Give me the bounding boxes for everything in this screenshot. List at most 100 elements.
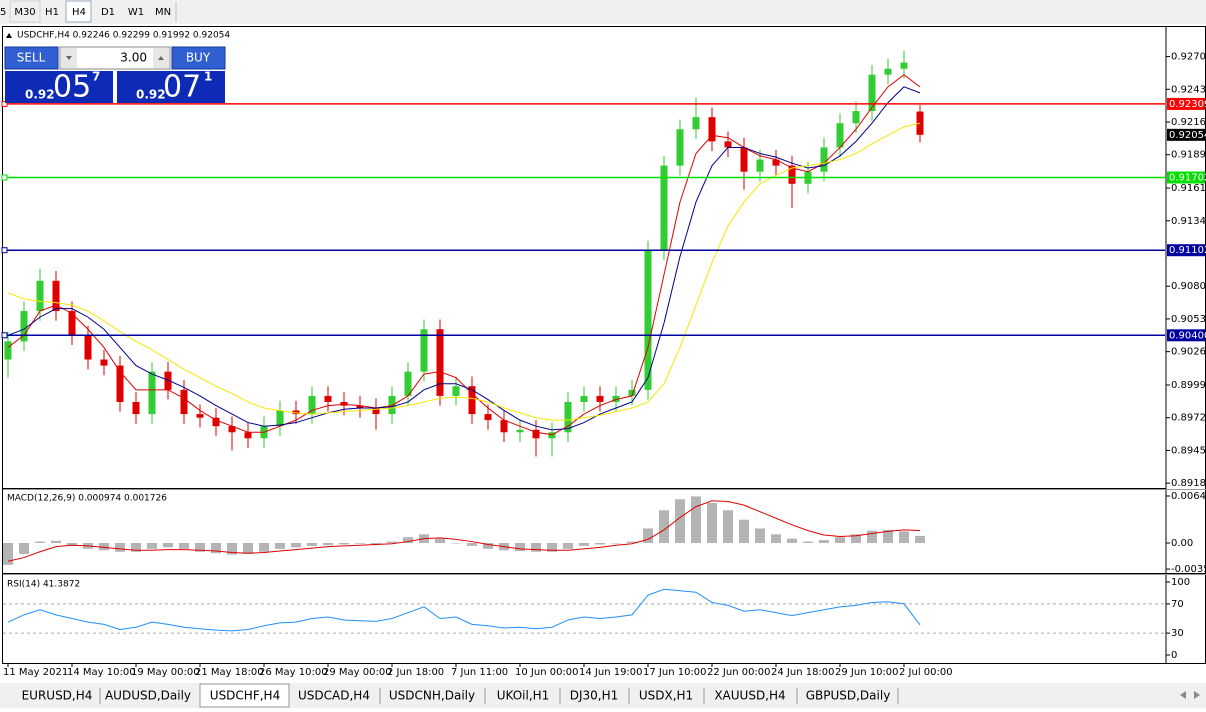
ask-prefix: 0.92 xyxy=(136,88,166,102)
toolbar xyxy=(0,0,1206,24)
volume-field[interactable] xyxy=(59,46,171,70)
buy-button[interactable] xyxy=(171,46,226,70)
bid-small: 7 xyxy=(92,70,100,84)
tab[interactable]: GBPUSD,Daily xyxy=(806,689,891,703)
macd-histogram-bar xyxy=(563,543,573,549)
scroll-left[interactable] xyxy=(1180,691,1186,699)
macd-histogram-bar xyxy=(163,543,173,548)
sell-button[interactable] xyxy=(4,46,59,70)
macd-histogram-bar xyxy=(307,543,317,546)
candle-body xyxy=(628,389,636,396)
tab[interactable]: EURUSD,H4 xyxy=(22,689,93,703)
macd-histogram-bar xyxy=(403,537,413,544)
candle-body xyxy=(516,429,524,433)
arrow-up xyxy=(158,56,164,60)
candle-body xyxy=(708,117,716,142)
timeframe-button[interactable]: H4 xyxy=(72,7,86,18)
candle-body xyxy=(692,117,700,130)
x-tick-label: 19 May 00:00 xyxy=(131,667,200,678)
timeframe-bar: 5 M30 H1 H4 D1 W1 MN xyxy=(0,0,177,23)
macd-histogram-bar xyxy=(179,543,189,549)
chart-title: USDCHF,H4 0.92246 0.92299 0.91992 0.9205… xyxy=(17,31,230,41)
y-tick-label: -0.00358 xyxy=(1171,564,1206,575)
button-active xyxy=(65,0,92,23)
rsi-line xyxy=(7,588,921,632)
candle-body xyxy=(4,341,12,360)
macd-histogram-bar xyxy=(659,510,669,544)
candle-body xyxy=(580,395,588,402)
macd-histogram-bar xyxy=(883,529,893,544)
x-tick-label: 14 May 10:00 xyxy=(67,667,136,678)
candle-body xyxy=(724,141,732,148)
moving-average xyxy=(7,122,921,421)
candle-body xyxy=(148,371,156,415)
macd-histogram-bar xyxy=(211,543,221,554)
y-tick-label: 0.90535 xyxy=(1171,314,1206,325)
y-tick-label: 0 xyxy=(1171,650,1177,661)
macd-histogram-bar xyxy=(3,543,13,565)
tab[interactable]: DJ30,H1 xyxy=(570,689,619,703)
timeframe-button[interactable]: MN xyxy=(155,7,171,18)
chart-frame xyxy=(2,26,1206,664)
candle-body xyxy=(644,250,652,390)
line-handle xyxy=(1,100,8,107)
candle-body xyxy=(836,123,844,148)
candle-body xyxy=(292,410,300,415)
x-tick-label: 11 May 2021 xyxy=(3,667,68,678)
candle-body xyxy=(484,414,492,421)
tab[interactable]: USDCNH,Daily xyxy=(389,689,475,703)
candle-body xyxy=(356,405,364,409)
timeframe-button[interactable]: H1 xyxy=(45,7,59,18)
macd-histogram-bar xyxy=(899,531,909,544)
candle-body xyxy=(212,417,220,427)
macd-histogram-bar xyxy=(243,543,253,554)
macd-histogram-bar xyxy=(435,538,445,544)
x-tick-label: 2 Jun 18:00 xyxy=(387,667,444,678)
candle-body xyxy=(404,371,412,396)
tab[interactable]: AUDUSD,Daily xyxy=(105,689,191,703)
y-tick-label: 70 xyxy=(1171,599,1184,610)
line-handle xyxy=(1,332,8,339)
scroll-right[interactable] xyxy=(1194,691,1200,699)
candle-body xyxy=(756,159,764,172)
timeframe-button[interactable]: W1 xyxy=(128,7,144,18)
candle-body xyxy=(500,420,508,433)
tab[interactable]: USDX,H1 xyxy=(639,689,693,703)
macd-histogram-bar xyxy=(851,534,861,544)
x-tick-label: 24 Jun 18:00 xyxy=(771,667,835,678)
macd-histogram-bar xyxy=(739,519,749,544)
ask-box[interactable] xyxy=(117,71,225,103)
tab[interactable]: UKOil,H1 xyxy=(497,689,550,703)
moving-average xyxy=(7,86,921,431)
bid-box[interactable] xyxy=(5,71,113,103)
candle-body xyxy=(84,335,92,360)
timeframe-button[interactable]: 5 xyxy=(0,7,6,18)
macd-histogram-bar xyxy=(467,543,477,546)
timeframe-button[interactable]: M30 xyxy=(14,7,35,18)
candle-body xyxy=(340,401,348,406)
macd-histogram-bar xyxy=(339,543,349,545)
bid-big: 05 xyxy=(53,70,91,105)
macd-histogram-bar xyxy=(867,530,877,544)
line-handle xyxy=(1,174,8,181)
macd-histogram-bar xyxy=(579,543,589,546)
candle-body xyxy=(36,280,44,312)
macd-histogram-bar xyxy=(323,543,333,546)
candle-body xyxy=(420,329,428,372)
macd-histogram-bar xyxy=(99,543,109,551)
trade-panel: SELL 3.00 BUY 0.92 05 7 0.92 07 1 xyxy=(4,46,226,105)
button-frame xyxy=(9,0,41,23)
tab[interactable]: USDCHF,H4 xyxy=(210,689,280,703)
candle-body xyxy=(324,395,332,402)
ask-big: 07 xyxy=(163,70,201,105)
timeframe-button[interactable]: D1 xyxy=(101,7,115,18)
tab[interactable]: XAUUSD,H4 xyxy=(714,689,785,703)
chart-title: RSI(14) 41.3872 xyxy=(7,580,80,590)
candle-body xyxy=(228,426,236,433)
macd-histogram-bar xyxy=(291,543,301,548)
macd-histogram-bar xyxy=(515,543,525,552)
tab[interactable]: USDCAD,H4 xyxy=(298,689,370,703)
macd-histogram-bar xyxy=(275,543,285,549)
y-tick-label: 0.00 xyxy=(1171,538,1193,549)
